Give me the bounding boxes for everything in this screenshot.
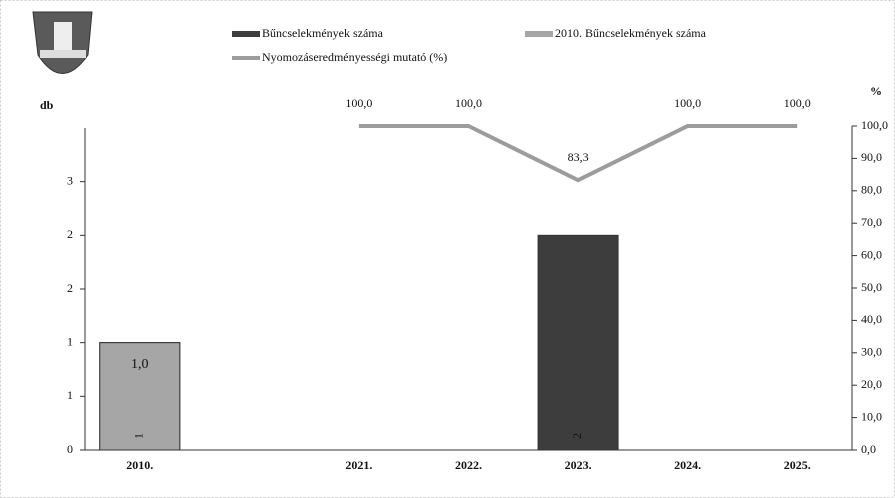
- x-tick-label: 2025.: [784, 458, 811, 472]
- data-label: 100,0: [784, 96, 811, 110]
- y-tick-label: 1: [67, 388, 73, 402]
- legend-label: 2010. Bűncselekmények száma: [555, 26, 707, 40]
- y-tick-label: 1: [67, 334, 73, 348]
- x-tick-label: 2024.: [674, 458, 701, 472]
- legend-label: Bűncselekmények száma: [262, 26, 384, 40]
- legend-swatch: [525, 31, 553, 37]
- legend-label: Nyomozáseredményességi mutató (%): [262, 50, 447, 64]
- data-label: 100,0: [345, 96, 372, 110]
- data-label: 2: [570, 433, 584, 439]
- y2-tick-label: 0,0: [861, 442, 876, 456]
- y-axis-title: db: [40, 98, 54, 112]
- y2-tick-label: 100,0: [861, 118, 888, 132]
- bar: [537, 234, 619, 451]
- y2-tick-label: 60,0: [861, 247, 882, 261]
- line: [358, 124, 798, 183]
- data-label: 100,0: [674, 96, 701, 110]
- data-label: 1: [132, 433, 146, 439]
- x-tick-label: 2010.: [126, 458, 153, 472]
- bar: [99, 342, 181, 451]
- y2-tick-label: 20,0: [861, 377, 882, 391]
- y-tick-label: 2: [67, 227, 73, 241]
- x-tick-label: 2023.: [565, 458, 592, 472]
- data-label: 1,0: [131, 357, 149, 372]
- y-tick-label: 2: [67, 281, 73, 295]
- y2-tick-label: 30,0: [861, 345, 882, 359]
- x-tick-label: 2022.: [455, 458, 482, 472]
- y2-tick-label: 10,0: [861, 409, 882, 423]
- logo: [32, 11, 93, 74]
- y-tick-label: 3: [67, 173, 73, 187]
- data-label: 83,3: [568, 150, 589, 164]
- x-tick-label: 2021.: [345, 458, 372, 472]
- y2-tick-label: 40,0: [861, 312, 882, 326]
- y2-tick-label: 90,0: [861, 150, 882, 164]
- y2-axis-title: %: [870, 84, 882, 98]
- data-label: 100,0: [455, 96, 482, 110]
- y2-tick-label: 70,0: [861, 215, 882, 229]
- legend-swatch: [232, 31, 260, 37]
- y2-tick-label: 80,0: [861, 183, 882, 197]
- y-tick-label: 0: [67, 442, 73, 456]
- y2-tick-label: 50,0: [861, 280, 882, 294]
